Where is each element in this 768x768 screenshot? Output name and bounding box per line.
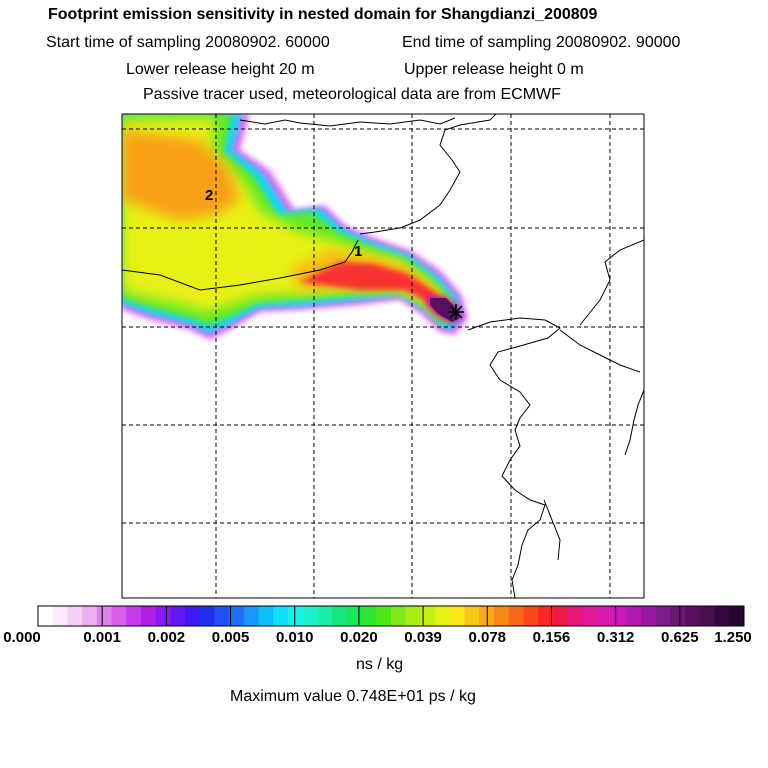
colorbar-swatch — [611, 606, 627, 626]
colorbar-swatch — [317, 606, 333, 626]
colorbar-swatch — [185, 606, 201, 626]
grid-lines — [122, 114, 644, 598]
colorbar-swatch — [464, 606, 480, 626]
colorbar-swatch — [449, 606, 466, 626]
start-time-label: Start time of sampling 20080902. 60000 — [46, 34, 330, 51]
colorbar-swatch — [391, 606, 407, 626]
colorbar-swatch — [493, 606, 510, 626]
contour-label-2: 2 — [205, 187, 213, 204]
colorbar-unit-label: ns / kg — [356, 656, 404, 673]
coastline — [122, 114, 644, 598]
colorbar-swatch — [229, 606, 245, 626]
colorbar-swatch — [288, 606, 304, 626]
max-value-label: Maximum value 0.748E+01 ps / kg — [230, 688, 476, 705]
colorbar — [37, 605, 745, 627]
upper-release-label: Upper release height 0 m — [404, 61, 584, 78]
tracer-note: Passive tracer used, meteorological data… — [143, 86, 561, 103]
colorbar-swatch — [258, 606, 274, 626]
colorbar-swatch — [699, 606, 716, 626]
colorbar-tick-label: 0.625 — [661, 629, 699, 646]
colorbar-swatch — [302, 606, 318, 626]
colorbar-swatch — [332, 606, 348, 626]
colorbar-swatch — [714, 606, 730, 626]
colorbar-swatch — [140, 606, 157, 626]
colorbar-swatch — [582, 606, 598, 626]
colorbar-swatch — [405, 606, 421, 626]
colorbar-swatch — [641, 606, 657, 626]
colorbar-swatch — [273, 606, 289, 626]
colorbar-tick-label: 0.156 — [532, 629, 571, 646]
colorbar-swatch — [655, 606, 671, 626]
map-frame — [121, 113, 645, 599]
colorbar-swatch — [243, 606, 260, 626]
chart-title: Footprint emission sensitivity in nested… — [48, 6, 598, 23]
colorbar-swatch — [376, 606, 392, 626]
colorbar-tick-label: 0.000 — [3, 629, 41, 646]
colorbar-swatch — [214, 606, 230, 626]
plume-layer-red — [300, 262, 446, 314]
colorbar-swatch — [96, 606, 113, 626]
colorbar-tick-label: 0.005 — [211, 629, 250, 646]
colorbar-swatch — [155, 606, 171, 626]
colorbar-swatch — [38, 606, 54, 626]
colorbar-swatch — [199, 606, 215, 626]
release-site-marker — [448, 304, 464, 320]
colorbar-swatch — [67, 606, 83, 626]
colorbar-tick-label: 0.010 — [275, 629, 314, 646]
colorbar-swatch — [346, 606, 363, 626]
colorbar-tick-label: 1.250 — [714, 629, 752, 646]
colorbar-swatch — [361, 606, 377, 626]
colorbar-swatch — [523, 606, 539, 626]
colorbar-swatch — [420, 606, 436, 626]
colorbar-swatch — [82, 606, 98, 626]
colorbar-swatch — [111, 606, 127, 626]
colorbar-swatch — [596, 606, 613, 626]
colorbar-swatch — [552, 606, 568, 626]
colorbar-tick-label: 0.078 — [468, 629, 507, 646]
colorbar-swatch — [126, 606, 142, 626]
colorbar-tick-label: 0.039 — [404, 629, 442, 646]
colorbar-tick-label: 0.312 — [596, 629, 635, 646]
colorbar-frame — [37, 605, 745, 627]
plume-layer-orange — [122, 130, 240, 220]
colorbar-swatch — [170, 606, 186, 626]
colorbar-tick-label: 0.020 — [340, 629, 378, 646]
end-time-label: End time of sampling 20080902. 90000 — [402, 34, 681, 51]
colorbar-swatch — [52, 606, 68, 626]
contour-label-1: 1 — [354, 243, 362, 260]
colorbar-swatch — [538, 606, 554, 626]
colorbar-swatch — [685, 606, 701, 626]
lower-release-label: Lower release height 20 m — [126, 61, 315, 78]
colorbar-swatch — [729, 606, 745, 626]
colorbar-swatch — [567, 606, 583, 626]
colorbar-swatch — [626, 606, 642, 626]
plume-field — [122, 114, 644, 598]
colorbar-tick-label: 0.002 — [147, 629, 186, 646]
colorbar-tick-label: 0.001 — [83, 629, 121, 646]
colorbar-swatch — [435, 606, 451, 626]
colorbar-swatch — [670, 606, 686, 626]
colorbar-swatch — [508, 606, 524, 626]
